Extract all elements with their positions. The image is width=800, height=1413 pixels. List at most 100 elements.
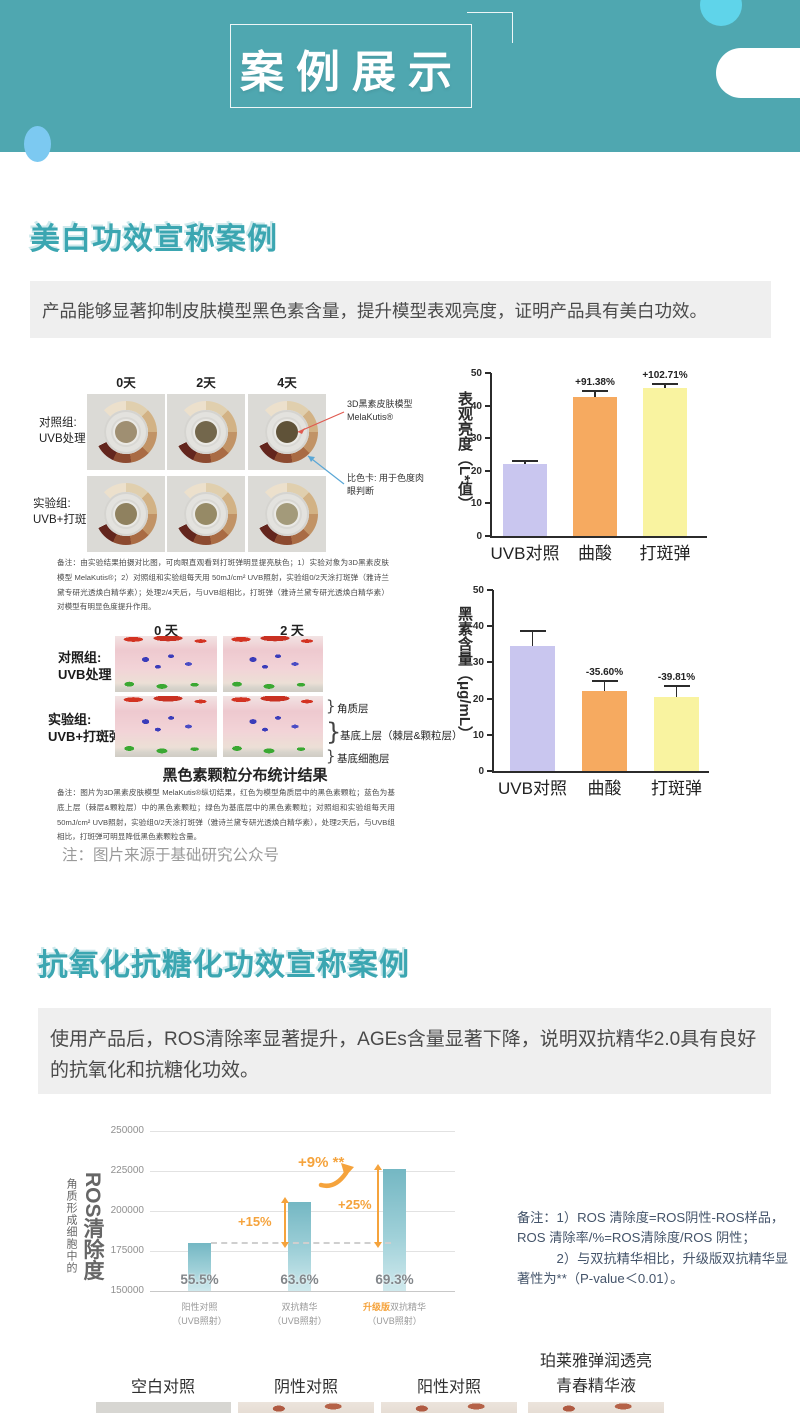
x-axis-label: 曲酸: [578, 544, 612, 563]
bar-value-label: +102.71%: [642, 370, 688, 382]
error-bar-cap: [519, 629, 546, 632]
bar-value-label: -39.81%: [657, 672, 696, 684]
bar-percent-label: 69.3%: [375, 1272, 414, 1287]
axis-tick: [487, 770, 493, 772]
axis-tick: [485, 502, 491, 505]
bottom-label-negative-control: 阴性对照: [273, 1379, 338, 1396]
montage-row2-label: 实验组: UVB+打斑弹: [33, 498, 98, 526]
bottom-image-negative: [238, 1402, 374, 1413]
axis-tick: [487, 697, 493, 700]
brightness-chart: 表观亮度（L*值） 0 10 20 30 40 50 UVB对照 +91.38% 曲酸 +102.…: [448, 363, 793, 573]
bottom-label-blank-control: 空白对照: [130, 1379, 195, 1396]
antiox-summary-box: 使用产品后，ROS清除率显著提升，AGEs含量显著下降，说明双抗精华2.0具有良…: [38, 1008, 771, 1094]
baseline-dashed-line: [211, 1242, 391, 1244]
decor-white-pill: [716, 48, 800, 98]
annotation-model-text: 3D黑素皮肤模型 MelaKutis®: [347, 399, 413, 423]
decor-blue-ellipse: [24, 126, 51, 162]
error-bar-stem: [603, 681, 606, 692]
increase-arrow: [280, 1197, 289, 1248]
axis-tick-label: 175000: [110, 1245, 144, 1256]
histology-row1-label: 对照组: UVB处理: [58, 650, 112, 682]
x-axis-label: 打斑弹: [639, 544, 691, 563]
histology-image: [223, 636, 323, 692]
axis-tick-label: 10: [472, 729, 484, 741]
axis-tick: [485, 372, 491, 374]
section-title-antiox: 抗氧化抗糖化功效宣称案例: [38, 949, 410, 982]
histology-caption: 黑色素颗粒分布统计结果: [162, 767, 328, 784]
error-bar-cap: [582, 389, 608, 392]
axis-tick: [487, 661, 493, 664]
page-title: 案例展示: [240, 48, 464, 97]
annotation-arrows: [297, 411, 345, 485]
bottom-label-positive-control: 阳性对照: [416, 1379, 481, 1396]
ros-ylabel-outer: 角质形成细胞中的: [65, 1178, 77, 1274]
section-title-whitening: 美白功效宣称案例: [30, 223, 278, 256]
montage-col-day0: 0天: [116, 376, 136, 390]
ros-bar: [383, 1169, 406, 1291]
brace-icon: }: [326, 718, 342, 746]
whitening-summary-text: 产品能够显著抑制皮肤模型黑色素含量，提升模型表观亮度，证明产品具有美白功效。: [42, 301, 707, 321]
montage-footnote: 备注：由实验结果拍摄对比图，可肉眼直观看到打斑弹明显提亮肤色；1）实验对象为3D…: [57, 558, 389, 612]
histology-image: [115, 636, 217, 692]
bar-percent-label: 55.5%: [180, 1272, 219, 1287]
brightness-chart-plot: 0 10 20 30 40 50 UVB对照 +91.38% 曲酸 +102.71% 打斑弹: [471, 368, 707, 563]
axis-tick-label: 30: [472, 657, 484, 669]
ros-chart-note: 备注：1）ROS 清除度=ROS阴性-ROS样品，ROS 清除率/%=ROS清除…: [517, 1210, 789, 1287]
histology-footnote: 备注：图片为3D黑素皮肤模型 MelaKutis®纵切结果，红色为模型角质层中的…: [57, 788, 395, 842]
title-border-box: [230, 24, 472, 108]
decor-title-corner-line: [467, 12, 513, 43]
bar: [503, 464, 547, 536]
page-header-banner: 案例展示: [0, 0, 800, 162]
increase-label: +15%: [238, 1213, 272, 1229]
axis-tick-label: 150000: [110, 1285, 144, 1296]
axis-tick: [485, 535, 491, 537]
ros-bar: [288, 1202, 311, 1291]
montage-col-day4: 4天: [277, 376, 297, 390]
axis-tick: [485, 469, 491, 472]
bottom-image-product: [528, 1402, 664, 1413]
axis-tick-label: 0: [478, 766, 484, 777]
melanin-chart: 黑素含量（μg/mL） 0 10 20 30 40 50 UVB对照 -35.60% 曲酸 -39…: [448, 580, 793, 810]
ros-bar: [188, 1243, 211, 1291]
decor-cyan-circle: [700, 0, 742, 26]
melanin-chart-plot: 0 10 20 30 40 50 UVB对照 -35.60% 曲酸 -39.81% 打斑弹: [473, 585, 709, 798]
axis-tick-label: 20: [472, 693, 484, 705]
melanin-chart-ylabel: 黑素含量（μg/mL）: [456, 606, 473, 742]
highlight-upgraded: 升级版: [362, 1302, 390, 1312]
montage-col-day2: 2天: [196, 376, 216, 390]
bar-value-label: -35.60%: [585, 666, 624, 678]
increase-arrow: [373, 1164, 382, 1248]
significance-label: +9% **: [298, 1154, 345, 1171]
error-bar-stem: [594, 391, 596, 398]
axis-tick-label: 20: [470, 465, 482, 477]
axis-tick-label: 40: [470, 400, 482, 412]
gridline: [150, 1171, 455, 1172]
error-bar-stem: [664, 385, 666, 388]
axis-tick-label: 250000: [110, 1125, 144, 1136]
error-bar-stem: [531, 631, 534, 647]
x-axis-label: UVB对照: [498, 779, 567, 798]
image-source-note: 注：图片来源于基础研究公众号: [62, 847, 280, 864]
x-axis-label: 双抗精华 （UVB照射）: [272, 1302, 327, 1327]
brace-icon: }: [326, 747, 336, 765]
error-bar-stem: [524, 462, 526, 465]
histology-col-day2: 2 天: [280, 623, 304, 638]
error-bar-stem: [675, 687, 678, 697]
ros-clearance-chart: 角质形成细胞中的 ROS清除度 150000 175000 200000 225000…: [60, 1120, 490, 1360]
ros-ylabel-inner: ROS清除度: [81, 1172, 104, 1281]
x-axis-label: UVB对照: [490, 544, 560, 563]
annotation-colorcard-text: 比色卡: 用于色度肉眼判断: [347, 473, 425, 497]
bottom-image-blank: [96, 1402, 231, 1413]
error-bar-cap: [512, 460, 538, 462]
error-bar-cap: [591, 679, 618, 682]
axis-tick: [487, 733, 493, 736]
bar: [654, 696, 699, 771]
error-bar-cap: [652, 383, 678, 386]
histology-image: [115, 696, 217, 757]
x-axis-label: 打斑弹: [651, 779, 702, 798]
histology-image: [223, 696, 323, 757]
histology-col-day0: 0 天: [154, 623, 178, 638]
axis-tick: [485, 437, 491, 440]
axis-tick-label: 50: [472, 585, 484, 596]
